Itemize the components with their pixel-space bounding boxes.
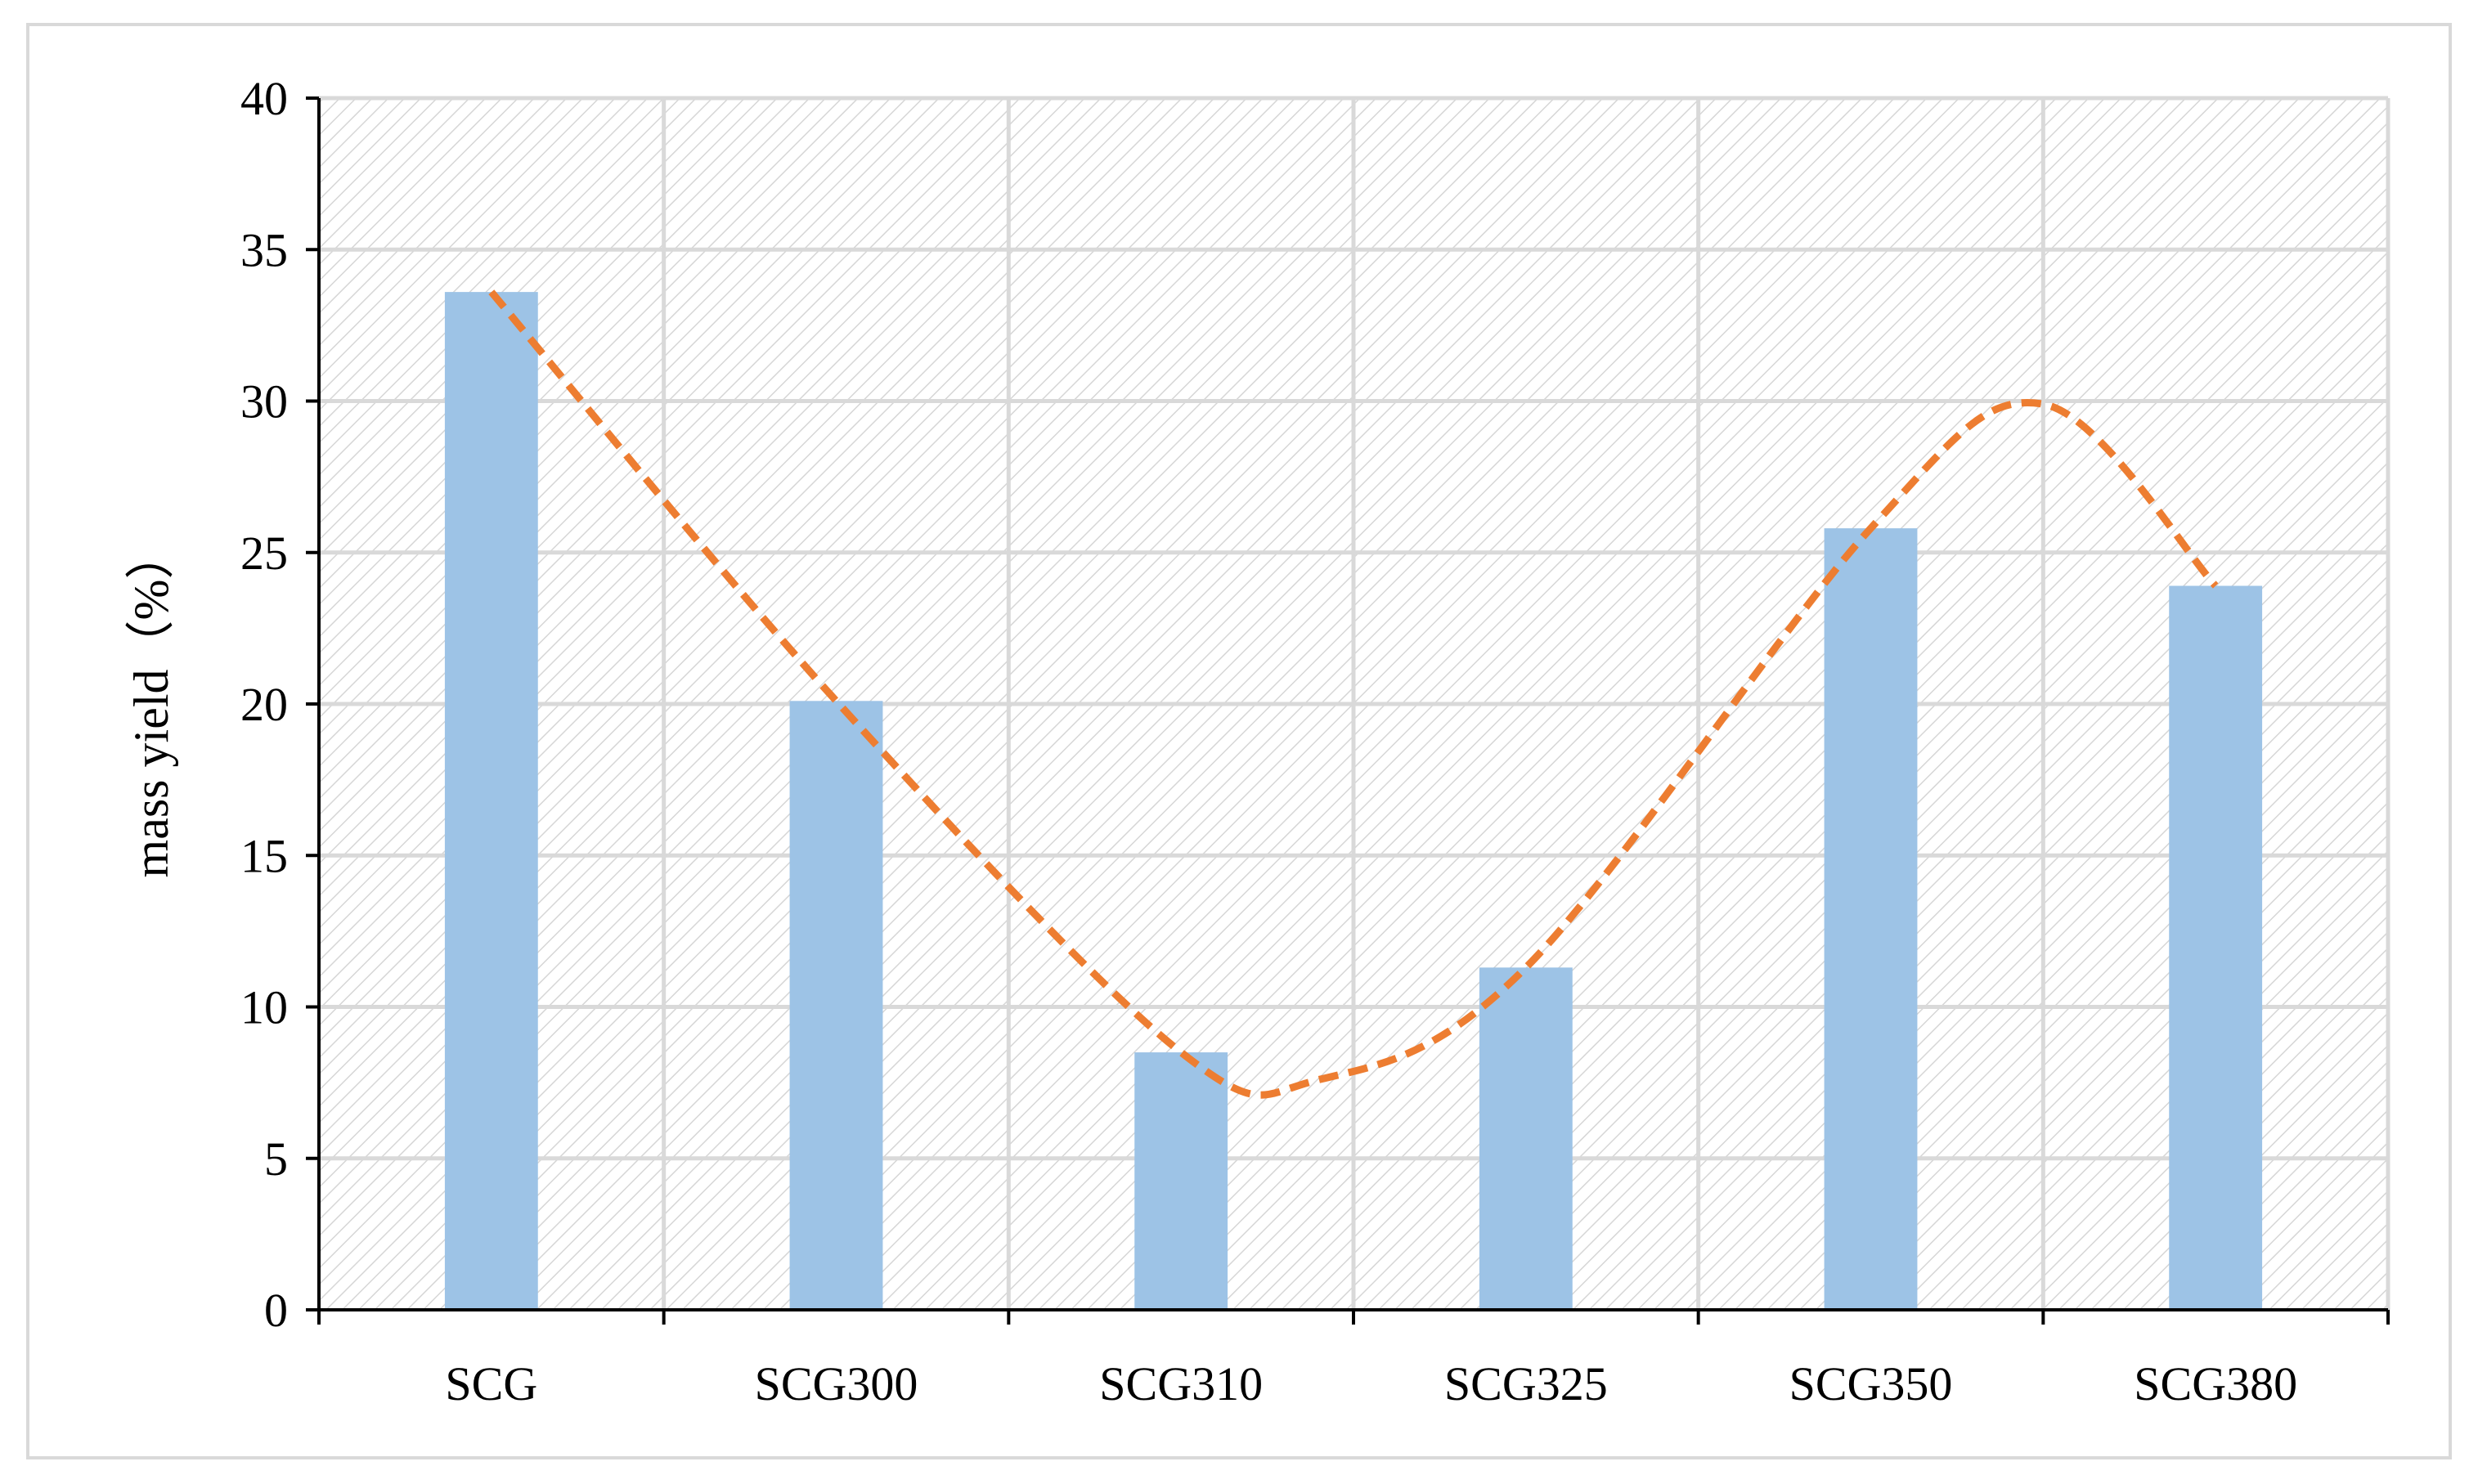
axes	[306, 96, 2390, 1325]
bars	[444, 292, 2263, 1310]
bar-scg310	[1134, 1052, 1228, 1310]
x-tick-label: SCG325	[1444, 1357, 1608, 1410]
trendline-curve	[488, 289, 2219, 1099]
bar-scg325	[1479, 967, 1573, 1310]
y-axis-title: mass yield（%）	[124, 531, 178, 878]
y-tick-label: 10	[240, 981, 288, 1034]
tick-labels: 0 5 10 15 20 25 30 35 40 SCG SCG300 SCG310 SCG325 SCG…	[240, 72, 2297, 1410]
y-tick-label: 30	[240, 375, 288, 428]
y-tick-label: 0	[264, 1284, 288, 1337]
y-tick-label: 15	[240, 829, 288, 882]
gridlines	[319, 96, 2390, 1310]
y-tick-label: 25	[240, 527, 288, 580]
x-tick-label: SCG	[445, 1357, 537, 1410]
y-tick-label: 40	[240, 72, 288, 125]
bar-scg350	[1824, 528, 1918, 1310]
trendline	[488, 289, 2219, 1099]
x-tick-label: SCG380	[2134, 1357, 2297, 1410]
bar-scg	[444, 292, 538, 1310]
bar-scg300	[789, 701, 883, 1310]
x-tick-label: SCG310	[1099, 1357, 1263, 1410]
x-tick-label: SCG300	[755, 1357, 918, 1410]
y-tick-label: 5	[264, 1132, 288, 1186]
x-tick-label: SCG350	[1789, 1357, 1953, 1410]
y-tick-label: 35	[240, 223, 288, 276]
bar-scg380	[2169, 585, 2263, 1310]
y-tick-label: 20	[240, 678, 288, 731]
